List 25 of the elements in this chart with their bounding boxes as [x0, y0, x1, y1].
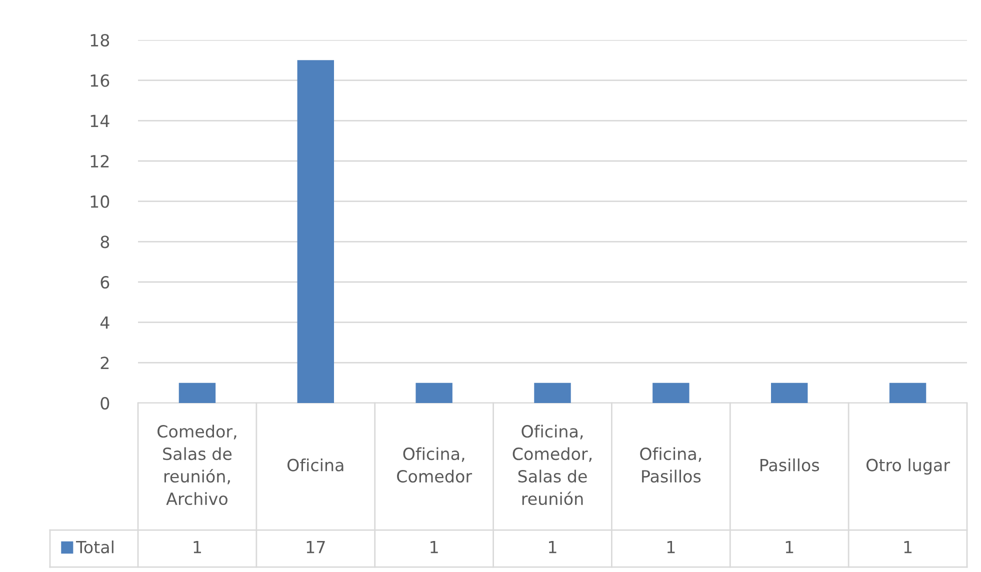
y-tick-label: 8 — [100, 236, 110, 248]
x-tick-label: Oficina, Pasillos — [640, 447, 702, 483]
x-tick-label: Comedor, Salas de reunión, Archivo — [158, 424, 236, 506]
y-tick-label: 4 — [100, 316, 110, 329]
y-tick-label: 0 — [100, 396, 110, 410]
y-tick-label: 6 — [100, 276, 110, 289]
legend-label: Total — [76, 540, 114, 554]
data-label: 17 — [306, 541, 325, 554]
y-tick-label: 12 — [90, 154, 109, 168]
y-tick-label: 16 — [90, 74, 110, 87]
data-label: 1 — [430, 541, 438, 554]
data-label: 1 — [667, 541, 675, 554]
x-tick-label: Otro lugar — [866, 458, 950, 475]
data-label: 1 — [194, 541, 201, 554]
data-label: 1 — [549, 541, 556, 554]
x-tick-label: Pasillos — [760, 458, 820, 472]
x-tick-label: Oficina, Comedor — [397, 447, 472, 483]
y-tick-label: 10 — [90, 195, 110, 208]
y-tick-label: 2 — [100, 356, 109, 369]
x-tick-label: Oficina — [287, 458, 344, 472]
y-tick-label: 18 — [90, 34, 110, 47]
x-tick-label: Oficina, Comedor, Salas de reunión — [512, 424, 592, 506]
data-label: 1 — [904, 541, 912, 554]
y-tick-label: 14 — [90, 114, 110, 127]
data-label: 1 — [786, 541, 794, 554]
